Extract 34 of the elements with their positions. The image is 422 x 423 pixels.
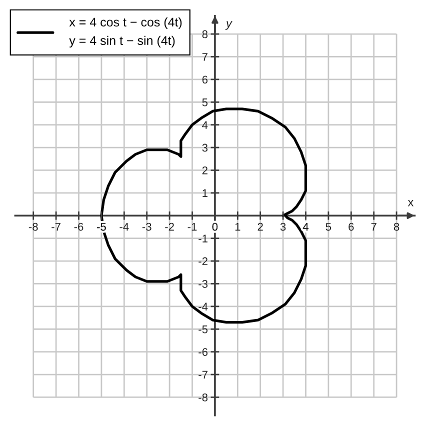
x-tick-label: -4 bbox=[120, 222, 129, 231]
y-tick-label: -3 bbox=[198, 280, 208, 288]
y-tick-label: 4 bbox=[202, 121, 208, 129]
y-tick-label: -6 bbox=[198, 348, 208, 356]
x-tick-label: 1 bbox=[235, 222, 240, 231]
x-tick-label: -2 bbox=[165, 222, 174, 231]
x-tick-label: 4 bbox=[302, 222, 309, 231]
y-tick-label: -7 bbox=[198, 370, 208, 379]
x-tick-label: 8 bbox=[394, 222, 400, 231]
y-axis-title: y bbox=[225, 21, 232, 30]
x-tick-label: 6 bbox=[348, 222, 354, 231]
y-tick-label: -2 bbox=[198, 257, 208, 266]
y-tick-label: 2 bbox=[202, 166, 208, 174]
x-tick-label: -7 bbox=[52, 222, 60, 231]
legend-label: x = 4 cos t − cos (4t) y = 4 sin t − sin (4t) bbox=[69, 17, 182, 48]
y-tick-label: 1 bbox=[202, 189, 208, 197]
x-tick-label: -8 bbox=[28, 222, 38, 231]
x-tick-label: 7 bbox=[371, 222, 376, 231]
x-tick-label: -3 bbox=[142, 222, 152, 231]
y-tick-label: -4 bbox=[198, 302, 208, 310]
y-tick-label: 8 bbox=[202, 30, 208, 38]
y-tick-label: -8 bbox=[198, 393, 208, 402]
y-tick-label: -5 bbox=[198, 326, 208, 334]
x-tick-label: 2 bbox=[258, 222, 263, 231]
x-axis-title: x bbox=[408, 200, 414, 206]
x-tick-label: -6 bbox=[74, 222, 84, 231]
x-tick-label: -1 bbox=[188, 222, 197, 231]
y-tick-label: -1 bbox=[198, 234, 208, 242]
y-tick-label: 3 bbox=[202, 144, 208, 152]
x-tick-label: 3 bbox=[280, 222, 286, 231]
y-tick-label: 5 bbox=[202, 98, 208, 106]
y-tick-label: 6 bbox=[202, 76, 208, 84]
y-tick-label: 7 bbox=[202, 53, 208, 61]
x-tick-label: 5 bbox=[326, 222, 332, 231]
